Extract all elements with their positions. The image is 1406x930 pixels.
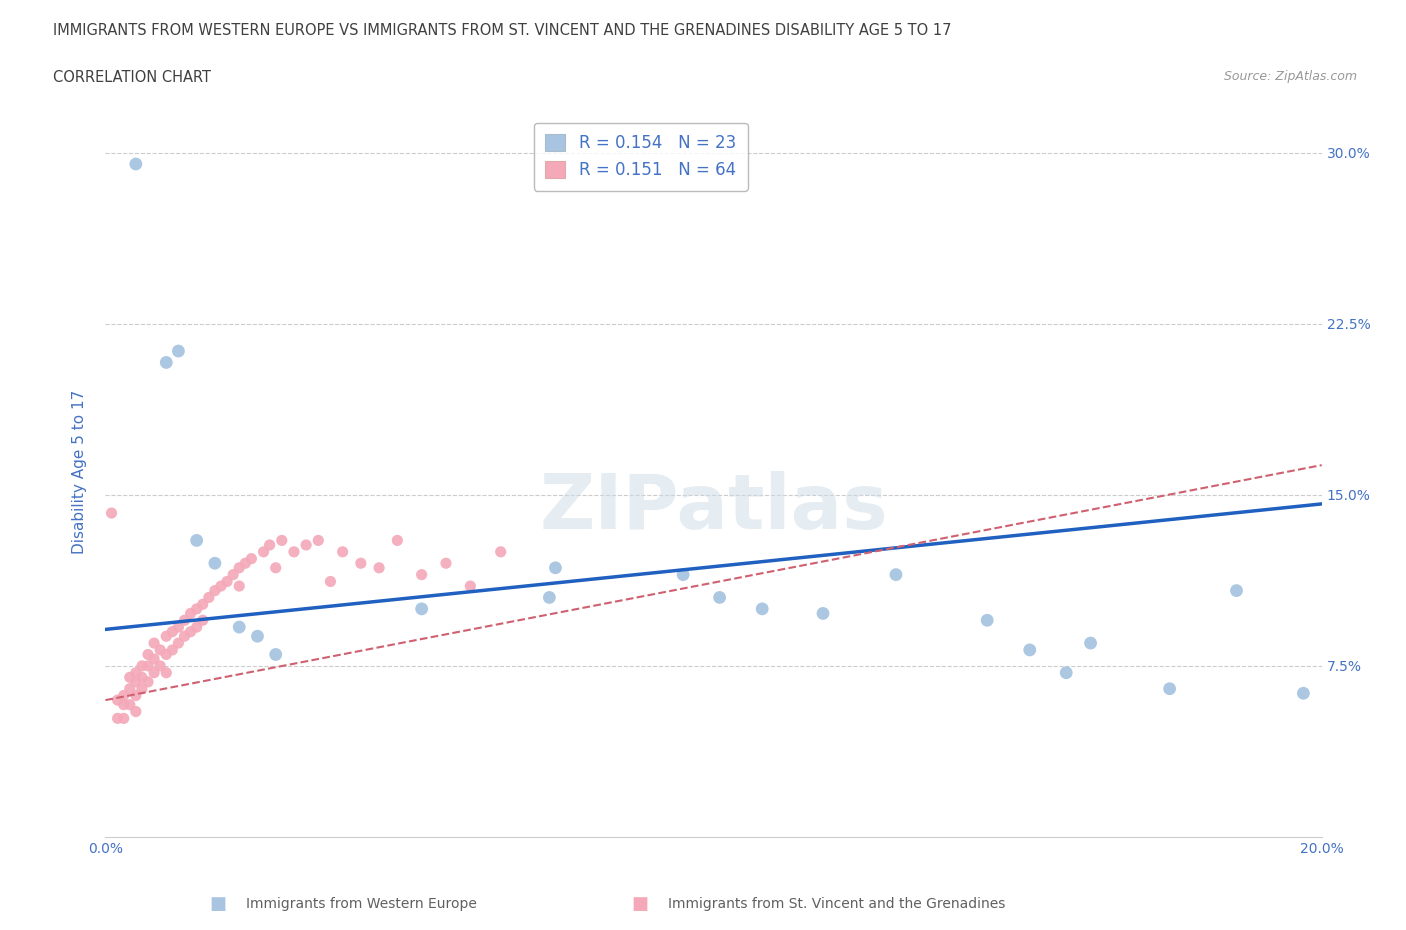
Text: Source: ZipAtlas.com: Source: ZipAtlas.com — [1223, 70, 1357, 83]
Point — [180, 606, 202, 621]
Point — [1225, 583, 1247, 598]
Point — [264, 561, 287, 576]
Point — [118, 682, 141, 697]
Point — [672, 567, 695, 582]
Point — [155, 355, 177, 370]
Point — [143, 652, 166, 667]
Point — [136, 658, 159, 673]
Point — [222, 567, 245, 582]
Point — [1018, 643, 1040, 658]
Point — [125, 688, 148, 703]
Point — [368, 561, 391, 576]
Point — [131, 670, 153, 684]
Point — [1292, 685, 1315, 700]
Point — [143, 665, 166, 680]
Point — [387, 533, 409, 548]
Point — [1054, 665, 1077, 680]
Point — [149, 658, 172, 673]
Point — [167, 619, 190, 634]
Point — [167, 635, 190, 650]
Point — [191, 597, 214, 612]
Point — [228, 578, 250, 593]
Point — [125, 674, 148, 689]
Point — [264, 647, 287, 662]
Point — [458, 578, 481, 593]
Point — [198, 590, 221, 604]
Point — [118, 670, 141, 684]
Point — [173, 629, 195, 644]
Point — [125, 704, 148, 719]
Point — [107, 711, 129, 725]
Y-axis label: Disability Age 5 to 17: Disability Age 5 to 17 — [72, 390, 87, 554]
Point — [167, 343, 190, 358]
Text: Immigrants from St. Vincent and the Grenadines: Immigrants from St. Vincent and the Gren… — [668, 897, 1005, 911]
Text: ■: ■ — [209, 895, 226, 913]
Text: CORRELATION CHART: CORRELATION CHART — [53, 70, 211, 85]
Point — [162, 643, 184, 658]
Point — [155, 665, 177, 680]
Point — [270, 533, 292, 548]
Point — [125, 665, 148, 680]
Point — [100, 506, 122, 521]
Point — [751, 602, 773, 617]
Point — [173, 613, 195, 628]
Point — [411, 602, 433, 617]
Point — [112, 688, 135, 703]
Point — [283, 544, 305, 559]
Point — [434, 556, 457, 571]
Point — [118, 698, 141, 712]
Point — [1080, 635, 1102, 650]
Point — [112, 711, 135, 725]
Point — [233, 556, 256, 571]
Point — [186, 602, 208, 617]
Point — [252, 544, 274, 559]
Text: ZIPatlas: ZIPatlas — [540, 472, 887, 546]
Point — [131, 658, 153, 673]
Point — [125, 156, 148, 171]
Point — [259, 538, 281, 552]
Point — [411, 567, 433, 582]
Point — [143, 635, 166, 650]
Point — [204, 556, 226, 571]
Text: ■: ■ — [631, 895, 648, 913]
Text: IMMIGRANTS FROM WESTERN EUROPE VS IMMIGRANTS FROM ST. VINCENT AND THE GRENADINES: IMMIGRANTS FROM WESTERN EUROPE VS IMMIGR… — [53, 23, 952, 38]
Point — [811, 606, 834, 621]
Point — [131, 682, 153, 697]
Point — [204, 583, 226, 598]
Point — [709, 590, 731, 604]
Legend: R = 0.154   N = 23, R = 0.151   N = 64: R = 0.154 N = 23, R = 0.151 N = 64 — [534, 123, 748, 191]
Text: Immigrants from Western Europe: Immigrants from Western Europe — [246, 897, 477, 911]
Point — [186, 619, 208, 634]
Point — [246, 629, 269, 644]
Point — [307, 533, 329, 548]
Point — [186, 533, 208, 548]
Point — [217, 574, 239, 589]
Point — [162, 624, 184, 639]
Point — [350, 556, 373, 571]
Point — [136, 647, 159, 662]
Point — [538, 590, 561, 604]
Point — [228, 619, 250, 634]
Point — [228, 561, 250, 576]
Point — [295, 538, 318, 552]
Point — [136, 674, 159, 689]
Point — [191, 613, 214, 628]
Point — [489, 544, 512, 559]
Point — [209, 578, 232, 593]
Point — [149, 643, 172, 658]
Point — [319, 574, 342, 589]
Point — [544, 561, 567, 576]
Point — [884, 567, 907, 582]
Point — [107, 693, 129, 708]
Point — [112, 698, 135, 712]
Point — [180, 624, 202, 639]
Point — [240, 551, 263, 566]
Point — [976, 613, 998, 628]
Point — [1159, 682, 1181, 697]
Point — [155, 647, 177, 662]
Point — [332, 544, 354, 559]
Point — [155, 629, 177, 644]
